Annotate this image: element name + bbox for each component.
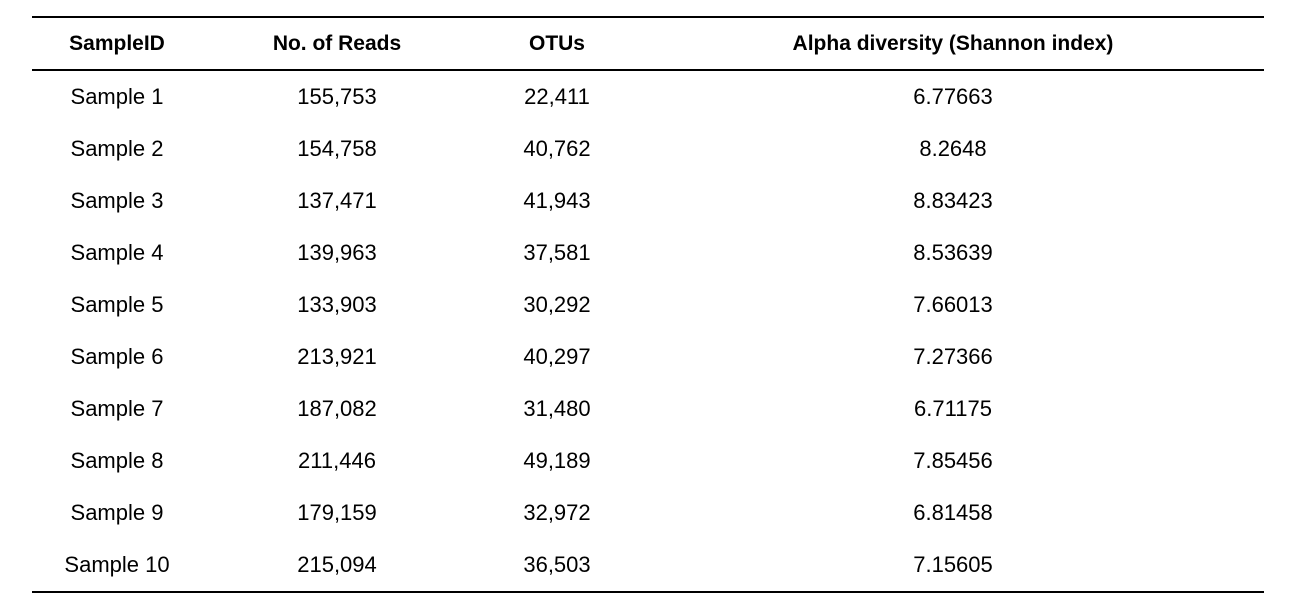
- cell-sample-id: Sample 10: [64, 552, 170, 577]
- header-row: SampleID No. of Reads OTUs Alpha diversi…: [32, 17, 1264, 70]
- table-row: Sample 6 213,921 40,297 7.27366: [32, 331, 1264, 383]
- table-row: Sample 4 139,963 37,581 8.53639: [32, 227, 1264, 279]
- cell-otus: 49,189: [523, 448, 591, 473]
- cell-no-of-reads: 139,963: [297, 240, 377, 265]
- header-otus: OTUs: [528, 31, 585, 55]
- cell-sample-id: Sample 3: [70, 188, 164, 213]
- cell-otus: 31,480: [523, 396, 591, 421]
- cell-alpha-diversity: 6.81458: [913, 500, 993, 525]
- cell-otus: 30,292: [523, 292, 591, 317]
- cell-no-of-reads: 213,921: [297, 344, 377, 369]
- table-row: Sample 8 211,446 49,189 7.85456: [32, 435, 1264, 487]
- cell-alpha-diversity: 8.53639: [913, 240, 993, 265]
- header-no-of-reads: No. of Reads: [272, 31, 402, 55]
- cell-alpha-diversity: 6.71175: [914, 396, 992, 421]
- cell-no-of-reads: 187,082: [297, 396, 377, 421]
- cell-no-of-reads: 155,753: [297, 84, 377, 109]
- cell-no-of-reads: 211,446: [298, 448, 376, 473]
- cell-alpha-diversity: 8.83423: [913, 188, 993, 213]
- table-header: SampleID No. of Reads OTUs Alpha diversi…: [32, 17, 1264, 70]
- cell-no-of-reads: 154,758: [297, 136, 377, 161]
- cell-no-of-reads: 215,094: [297, 552, 377, 577]
- cell-otus: 40,297: [523, 344, 591, 369]
- cell-otus: 22,411: [524, 84, 590, 109]
- table-body: Sample 1 155,753 22,411 6.77663 Sample 2…: [32, 70, 1264, 592]
- cell-sample-id: Sample 9: [70, 500, 164, 525]
- sample-diversity-table: SampleID No. of Reads OTUs Alpha diversi…: [32, 16, 1264, 593]
- cell-no-of-reads: 133,903: [297, 292, 377, 317]
- table-row: Sample 10 215,094 36,503 7.15605: [32, 539, 1264, 592]
- cell-no-of-reads: 179,159: [297, 500, 377, 525]
- cell-otus: 40,762: [523, 136, 591, 161]
- cell-alpha-diversity: 7.66013: [913, 292, 993, 317]
- cell-sample-id: Sample 5: [70, 292, 164, 317]
- table-row: Sample 3 137,471 41,943 8.83423: [32, 175, 1264, 227]
- cell-alpha-diversity: 7.15605: [913, 552, 993, 577]
- cell-sample-id: Sample 2: [70, 136, 164, 161]
- cell-alpha-diversity: 8.2648: [919, 136, 987, 161]
- cell-otus: 37,581: [523, 240, 591, 265]
- cell-otus: 32,972: [523, 500, 591, 525]
- table-row: Sample 5 133,903 30,292 7.66013: [32, 279, 1264, 331]
- table-row: Sample 1 155,753 22,411 6.77663: [32, 70, 1264, 123]
- cell-alpha-diversity: 7.85456: [913, 448, 993, 473]
- header-alpha-diversity: Alpha diversity (Shannon index): [792, 31, 1114, 55]
- cell-otus: 36,503: [523, 552, 591, 577]
- cell-otus: 41,943: [523, 188, 591, 213]
- cell-sample-id: Sample 4: [70, 240, 164, 265]
- cell-alpha-diversity: 7.27366: [913, 344, 993, 369]
- header-sample-id: SampleID: [69, 31, 165, 55]
- table-row: Sample 7 187,082 31,480 6.71175: [32, 383, 1264, 435]
- cell-sample-id: Sample 6: [70, 344, 164, 369]
- cell-no-of-reads: 137,471: [297, 188, 377, 213]
- table-row: Sample 9 179,159 32,972 6.81458: [32, 487, 1264, 539]
- cell-sample-id: Sample 7: [70, 396, 164, 421]
- cell-sample-id: Sample 8: [70, 448, 164, 473]
- table-row: Sample 2 154,758 40,762 8.2648: [32, 123, 1264, 175]
- cell-alpha-diversity: 6.77663: [913, 84, 993, 109]
- cell-sample-id: Sample 1: [70, 84, 164, 109]
- data-table-container: SampleID No. of Reads OTUs Alpha diversi…: [32, 16, 1264, 593]
